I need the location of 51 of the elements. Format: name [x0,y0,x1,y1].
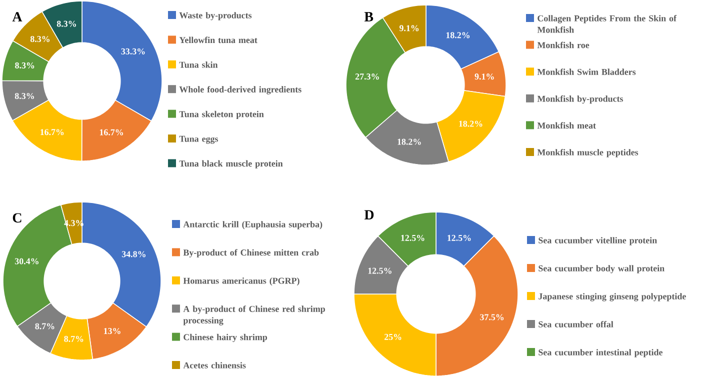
legend-label: A by-product of Chinese red shrimp processing [183,306,325,326]
data-label: 18.2% [459,120,482,127]
legend-label: Tuna eggs [179,136,218,144]
legend-label: Waste by-products [179,12,252,20]
legend-label: Whole food-derived ingredients [179,86,302,94]
legend-label: Collagen Peptides From the Skin of Monkfish [537,14,677,33]
legend-label: Homarus americanus (PGRP) [183,277,300,286]
legend-label: Monkfish roe [537,42,590,48]
legend-label: Tuna skin [179,61,218,68]
legend-label: Sea cucumber offal [538,320,614,328]
data-label: 18.2% [398,138,421,145]
data-label: 8.3% [56,20,76,27]
legend-label: Antarctic krill (Euphausia superba) [183,221,322,230]
data-label: 13% [104,328,120,334]
data-label: 12.5% [448,234,471,241]
chart-title: D [364,210,374,220]
legend-label: Yellowfin tuna meat [179,36,258,44]
data-label: 8.3% [14,92,34,100]
data-label: 12.5% [368,268,392,274]
legend-label: Tuna black muscle protein [179,160,283,168]
data-label: 30.4% [14,258,38,264]
legend-label: Acetes chinensis [183,362,246,368]
legend-label: Tuna skeleton protein [179,110,264,120]
data-label: 8.3% [30,36,50,42]
data-label: 8.3% [15,62,34,68]
text: C [12,213,22,223]
data-label: 16.7% [40,129,64,136]
data-label: 9.1% [399,25,419,32]
legend-label: By-product of Chinese mitten crab [183,249,319,258]
legend-label: Sea cucumber intestinal peptide [538,349,662,358]
data-label: 25% [384,334,402,340]
chart-title: B [364,12,374,22]
legend-label: Monkfish by-products [537,95,624,104]
legend-label: Sea cucumber body wall protein [538,265,664,274]
legend-label: Monkfish meat [537,122,596,129]
legend-label: Monkfish muscle peptides [537,148,638,158]
data-label: 33.3% [121,48,145,54]
legend-label: Chinese hairy shrimp [184,334,268,342]
data-label: 37.5% [480,314,504,320]
data-label: 27.3% [355,74,379,80]
data-label: 34.8% [122,251,146,258]
legend-label: Japanese stinging ginseng polypeptide [538,293,686,302]
text: A [12,12,22,22]
data-label: 16.7% [100,129,124,136]
data-label: 12.5% [401,234,424,241]
data-label: 18.2% [446,32,470,38]
data-label: 8.7% [64,336,84,342]
legend-label: Sea cucumber vitelline protein [538,237,657,246]
data-label: 8.7% [35,323,54,330]
legend-label: Monkfish Swim Bladders [537,68,636,75]
data-label: 9.1% [474,74,494,80]
